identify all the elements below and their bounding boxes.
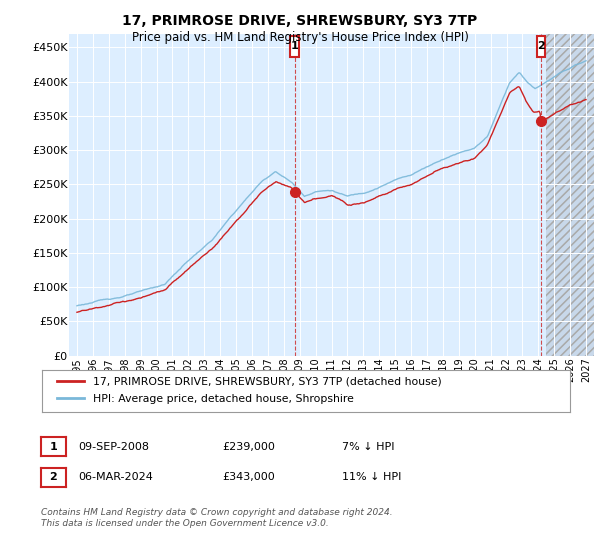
Text: 11% ↓ HPI: 11% ↓ HPI [342, 472, 401, 482]
Text: 7% ↓ HPI: 7% ↓ HPI [342, 442, 395, 452]
Text: 06-MAR-2024: 06-MAR-2024 [78, 472, 153, 482]
Bar [546, 34, 594, 356]
Text: £239,000: £239,000 [222, 442, 275, 452]
Bar [546, 34, 594, 356]
Text: 1: 1 [50, 442, 57, 452]
Text: Contains HM Land Registry data © Crown copyright and database right 2024.
This d: Contains HM Land Registry data © Crown c… [41, 508, 392, 528]
Text: 17, PRIMROSE DRIVE, SHREWSBURY, SY3 7TP: 17, PRIMROSE DRIVE, SHREWSBURY, SY3 7TP [122, 14, 478, 28]
Text: Price paid vs. HM Land Registry's House Price Index (HPI): Price paid vs. HM Land Registry's House … [131, 31, 469, 44]
Legend: 17, PRIMROSE DRIVE, SHREWSBURY, SY3 7TP (detached house), HPI: Average price, de: 17, PRIMROSE DRIVE, SHREWSBURY, SY3 7TP … [53, 372, 446, 409]
Text: 2: 2 [537, 41, 545, 52]
Text: £343,000: £343,000 [222, 472, 275, 482]
FancyBboxPatch shape [290, 36, 299, 57]
Text: 1: 1 [291, 41, 299, 52]
Text: 09-SEP-2008: 09-SEP-2008 [78, 442, 149, 452]
FancyBboxPatch shape [536, 36, 545, 57]
Text: 2: 2 [50, 472, 57, 482]
